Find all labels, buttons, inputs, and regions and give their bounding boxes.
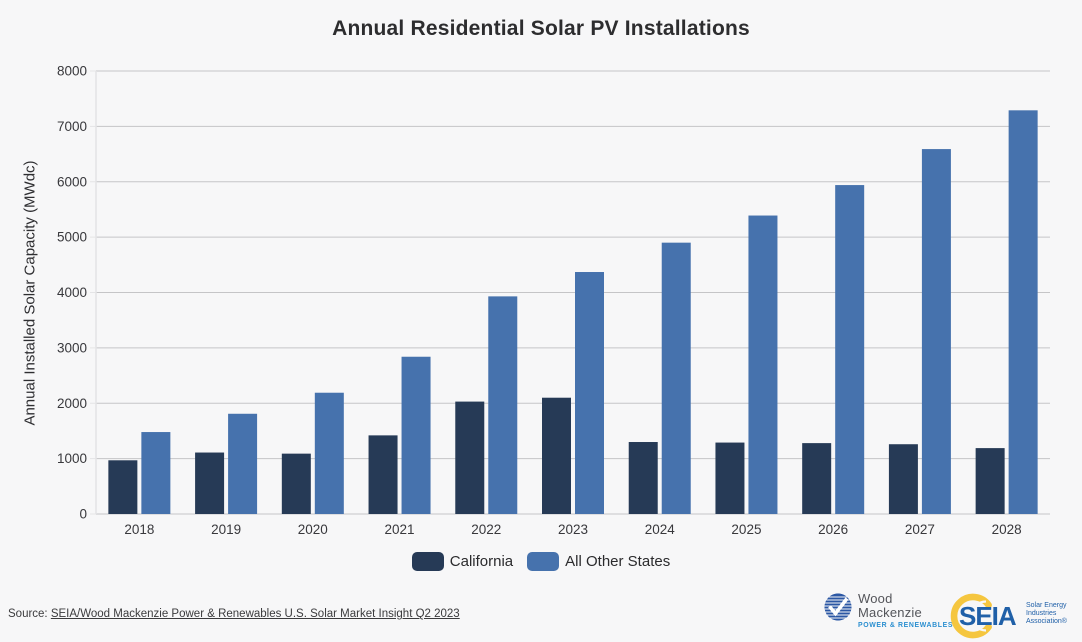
source-prefix: Source: xyxy=(8,608,51,620)
bar-all-other-states-2024 xyxy=(661,242,691,514)
x-tick-label: 2018 xyxy=(124,522,154,537)
bar-all-other-states-2027 xyxy=(921,149,951,515)
y-tick-label: 5000 xyxy=(57,230,87,245)
y-tick-label: 0 xyxy=(79,507,87,522)
bar-all-other-states-2028 xyxy=(1008,110,1038,514)
legend-item-california: California xyxy=(411,552,514,571)
x-tick-label: 2022 xyxy=(471,522,501,537)
x-tick-label: 2020 xyxy=(298,522,328,537)
bar-california-2018 xyxy=(108,460,138,514)
y-tick-label: 4000 xyxy=(57,285,87,300)
seia-name-line3: Association® xyxy=(1026,617,1068,625)
chart-legend: California All Other States xyxy=(0,552,1082,571)
wood-mackenzie-name-line2: Mackenzie xyxy=(858,604,922,620)
x-tick-label: 2028 xyxy=(992,522,1022,537)
source-line: Source: SEIA/Wood Mackenzie Power & Rene… xyxy=(8,608,460,620)
wood-mackenzie-name-line1: Wood xyxy=(858,591,893,606)
seia-acronym: SEIA xyxy=(959,601,1017,631)
bar-california-2026 xyxy=(802,443,832,514)
bar-california-2022 xyxy=(455,401,485,514)
x-tick-label: 2021 xyxy=(385,522,415,537)
x-tick-label: 2024 xyxy=(645,522,676,537)
bar-california-2027 xyxy=(888,444,918,514)
x-tick-label: 2027 xyxy=(905,522,935,537)
y-tick-label: 2000 xyxy=(57,396,87,411)
bar-california-2021 xyxy=(368,435,398,514)
california-legend-label: California xyxy=(449,553,514,570)
all-other-states-legend-label: All Other States xyxy=(565,553,671,570)
seia-name-line1: Solar Energy xyxy=(1026,602,1067,609)
bar-california-2023 xyxy=(542,397,571,514)
bar-california-2028 xyxy=(975,448,1005,514)
bar-california-2024 xyxy=(628,442,658,514)
y-tick-label: 6000 xyxy=(57,174,87,189)
wood-mackenzie-icon xyxy=(824,593,852,621)
y-tick-label: 8000 xyxy=(57,64,87,79)
seia-icon: SEIA Solar Energy Industries Association… xyxy=(950,593,1068,639)
bar-all-other-states-2019 xyxy=(228,413,258,514)
x-tick-label: 2023 xyxy=(558,522,588,537)
seia-name-line2: Industries xyxy=(1026,610,1057,617)
bar-all-other-states-2022 xyxy=(488,296,518,514)
bar-california-2020 xyxy=(281,453,311,514)
x-tick-label: 2019 xyxy=(211,522,241,537)
seia-logo: SEIA Solar Energy Industries Association… xyxy=(946,588,1078,642)
bar-all-other-states-2026 xyxy=(835,185,865,514)
chart-title: Annual Residential Solar PV Installation… xyxy=(332,17,750,40)
bar-all-other-states-2023 xyxy=(575,272,604,514)
bar-california-2019 xyxy=(195,452,225,514)
x-tick-label: 2025 xyxy=(731,522,761,537)
wood-mackenzie-wordmark: Wood Mackenzie POWER & RENEWABLES xyxy=(858,592,953,629)
bar-all-other-states-2021 xyxy=(401,356,431,514)
wood-mackenzie-subtitle: POWER & RENEWABLES xyxy=(858,622,954,629)
bar-california-2025 xyxy=(715,442,745,514)
legend-item-all-other-states: All Other States xyxy=(527,552,670,571)
wood-mackenzie-logo: Wood Mackenzie POWER & RENEWABLES xyxy=(823,592,953,629)
y-tick-label: 3000 xyxy=(57,340,87,355)
source-link[interactable]: SEIA/Wood Mackenzie Power & Renewables U… xyxy=(50,608,460,620)
y-tick-label: 1000 xyxy=(57,451,87,466)
bar-all-other-states-2018 xyxy=(141,432,171,514)
all-other-states-legend-swatch xyxy=(527,552,560,571)
california-legend-swatch xyxy=(411,552,444,571)
y-tick-label: 7000 xyxy=(57,119,87,134)
bar-all-other-states-2025 xyxy=(748,215,778,514)
x-tick-label: 2026 xyxy=(818,522,848,537)
bar-all-other-states-2020 xyxy=(314,392,344,514)
